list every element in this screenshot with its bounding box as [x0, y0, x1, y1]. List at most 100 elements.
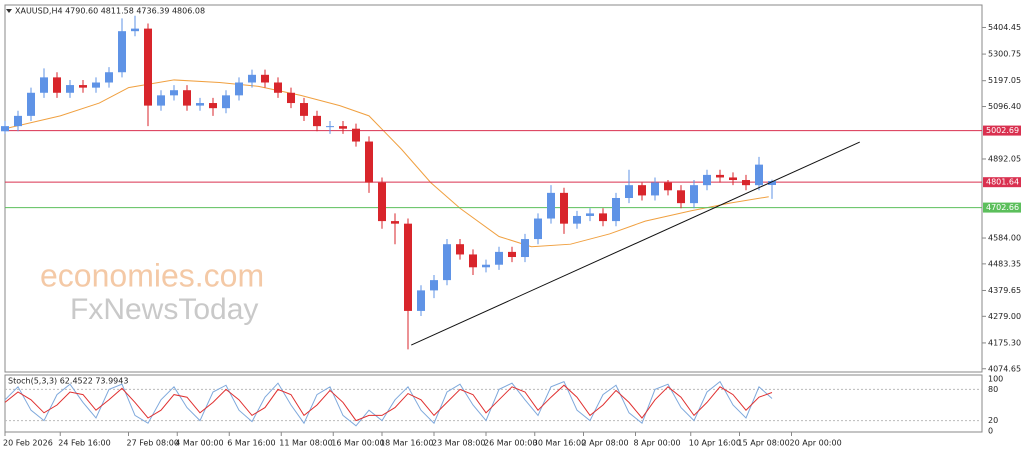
candle-body	[638, 185, 646, 196]
x-tick-label: 30 Mar 16:00	[533, 439, 586, 448]
candle-body	[170, 90, 178, 96]
candle-body	[651, 182, 659, 196]
candle-body	[625, 185, 633, 198]
candle-body	[92, 82, 100, 88]
y-tick-label: 4379.65	[988, 286, 1021, 295]
x-tick-label: 16 Mar 00:00	[331, 439, 384, 448]
y-tick-label: 5197.05	[988, 76, 1021, 85]
x-tick-label: 6 Mar 16:00	[227, 439, 275, 448]
candle-body	[742, 180, 750, 186]
level-tag	[983, 177, 1021, 188]
candle-body	[339, 126, 347, 129]
level-label: 5002.69	[986, 126, 1019, 135]
candle-body	[378, 182, 386, 222]
chart-title: XAUUSD,H4 4790.60 4811.58 4736.39 4806.0…	[15, 7, 205, 16]
y-tick-label: 4279.00	[988, 312, 1021, 321]
x-tick-label: 24 Feb 16:00	[58, 439, 110, 448]
x-tick-label: 27 Feb 08:00	[127, 439, 179, 448]
osc-tick-label: 0	[988, 427, 993, 436]
candle-body	[261, 74, 269, 83]
osc-line	[4, 380, 773, 427]
x-tick-label: 26 Mar 00:00	[484, 439, 537, 448]
candle-body	[1, 126, 9, 132]
candle-body	[53, 77, 61, 93]
candle-body	[300, 103, 308, 116]
candle-body	[716, 174, 724, 178]
level-tag	[983, 202, 1021, 213]
candle-body	[755, 164, 763, 186]
y-tick-label: 5096.40	[988, 102, 1021, 111]
osc-tick-label: 80	[988, 385, 998, 394]
x-tick-label: 8 Apr 00:00	[634, 439, 681, 448]
candle-body	[235, 82, 243, 96]
x-tick-label: 15 Apr 08:00	[738, 439, 790, 448]
candle-body	[365, 141, 373, 183]
y-tick-label: 4584.00	[988, 234, 1021, 243]
candle-body	[222, 95, 230, 109]
candle-body	[612, 197, 620, 222]
candle-body	[586, 213, 594, 216]
candle-body	[573, 215, 581, 224]
candle-body	[352, 128, 360, 142]
candle-body	[157, 95, 165, 106]
candle-body	[118, 31, 126, 73]
level-tag	[983, 125, 1021, 136]
x-tick-label: 20 Feb 2026	[3, 439, 53, 448]
candle-body	[508, 251, 516, 258]
watermark: FxNewsToday	[70, 293, 258, 326]
candle-body	[287, 92, 295, 104]
candle-body	[547, 192, 555, 219]
x-tick-label: 2 Apr 08:00	[582, 439, 629, 448]
y-tick-label: 4483.35	[988, 259, 1021, 268]
candle-body	[664, 182, 672, 191]
candle-body	[326, 126, 334, 128]
osc-tick-label: 100	[988, 375, 1003, 384]
x-tick-label: 20 Apr 00:00	[790, 439, 842, 448]
candle-body	[677, 190, 685, 204]
y-tick-label: 4175.30	[988, 338, 1021, 347]
x-tick-label: 23 Mar 08:00	[432, 439, 485, 448]
main-panel	[4, 4, 983, 373]
candle-body	[404, 223, 412, 311]
y-tick-label: 4074.65	[988, 364, 1021, 373]
candle-body	[66, 85, 74, 93]
watermark: economies.com	[40, 257, 264, 293]
candle-body	[144, 28, 152, 106]
level-label: 4702.66	[986, 203, 1019, 212]
candle-body	[430, 280, 438, 291]
candle-body	[313, 115, 321, 127]
candle-body	[469, 254, 477, 268]
candle-body	[131, 28, 139, 32]
candle-body	[14, 115, 22, 127]
candle-body	[443, 244, 451, 281]
candle-body	[183, 90, 191, 106]
candle-body	[391, 221, 399, 224]
candle-body	[521, 239, 529, 258]
candle-body	[27, 92, 35, 116]
candle-body	[703, 174, 711, 186]
candle-body	[248, 74, 256, 83]
candle-body	[690, 185, 698, 204]
candle-body	[482, 264, 490, 268]
osc-line	[4, 384, 773, 422]
y-tick-label: 5300.75	[988, 50, 1021, 59]
menu-arrow	[6, 9, 12, 13]
x-tick-label: 10 Apr 16:00	[689, 439, 741, 448]
candle-body	[456, 244, 464, 255]
candle-body	[599, 213, 607, 222]
candle-body	[196, 103, 204, 106]
x-tick-label: 18 Mar 16:00	[380, 439, 433, 448]
candle-body	[105, 72, 113, 83]
candle-body	[417, 290, 425, 311]
candle-body	[40, 77, 48, 93]
level-label: 4801.64	[986, 178, 1019, 187]
moving-average	[4, 79, 769, 248]
oscillator-label: Stoch(5,3,3) 62.4522 73.9943	[8, 377, 128, 386]
osc-tick-label: 20	[988, 416, 998, 425]
candle-body	[274, 82, 282, 93]
candle-body	[534, 218, 542, 240]
trendline	[411, 141, 860, 346]
candle-body	[495, 251, 503, 265]
y-tick-label: 4892.05	[988, 154, 1021, 163]
